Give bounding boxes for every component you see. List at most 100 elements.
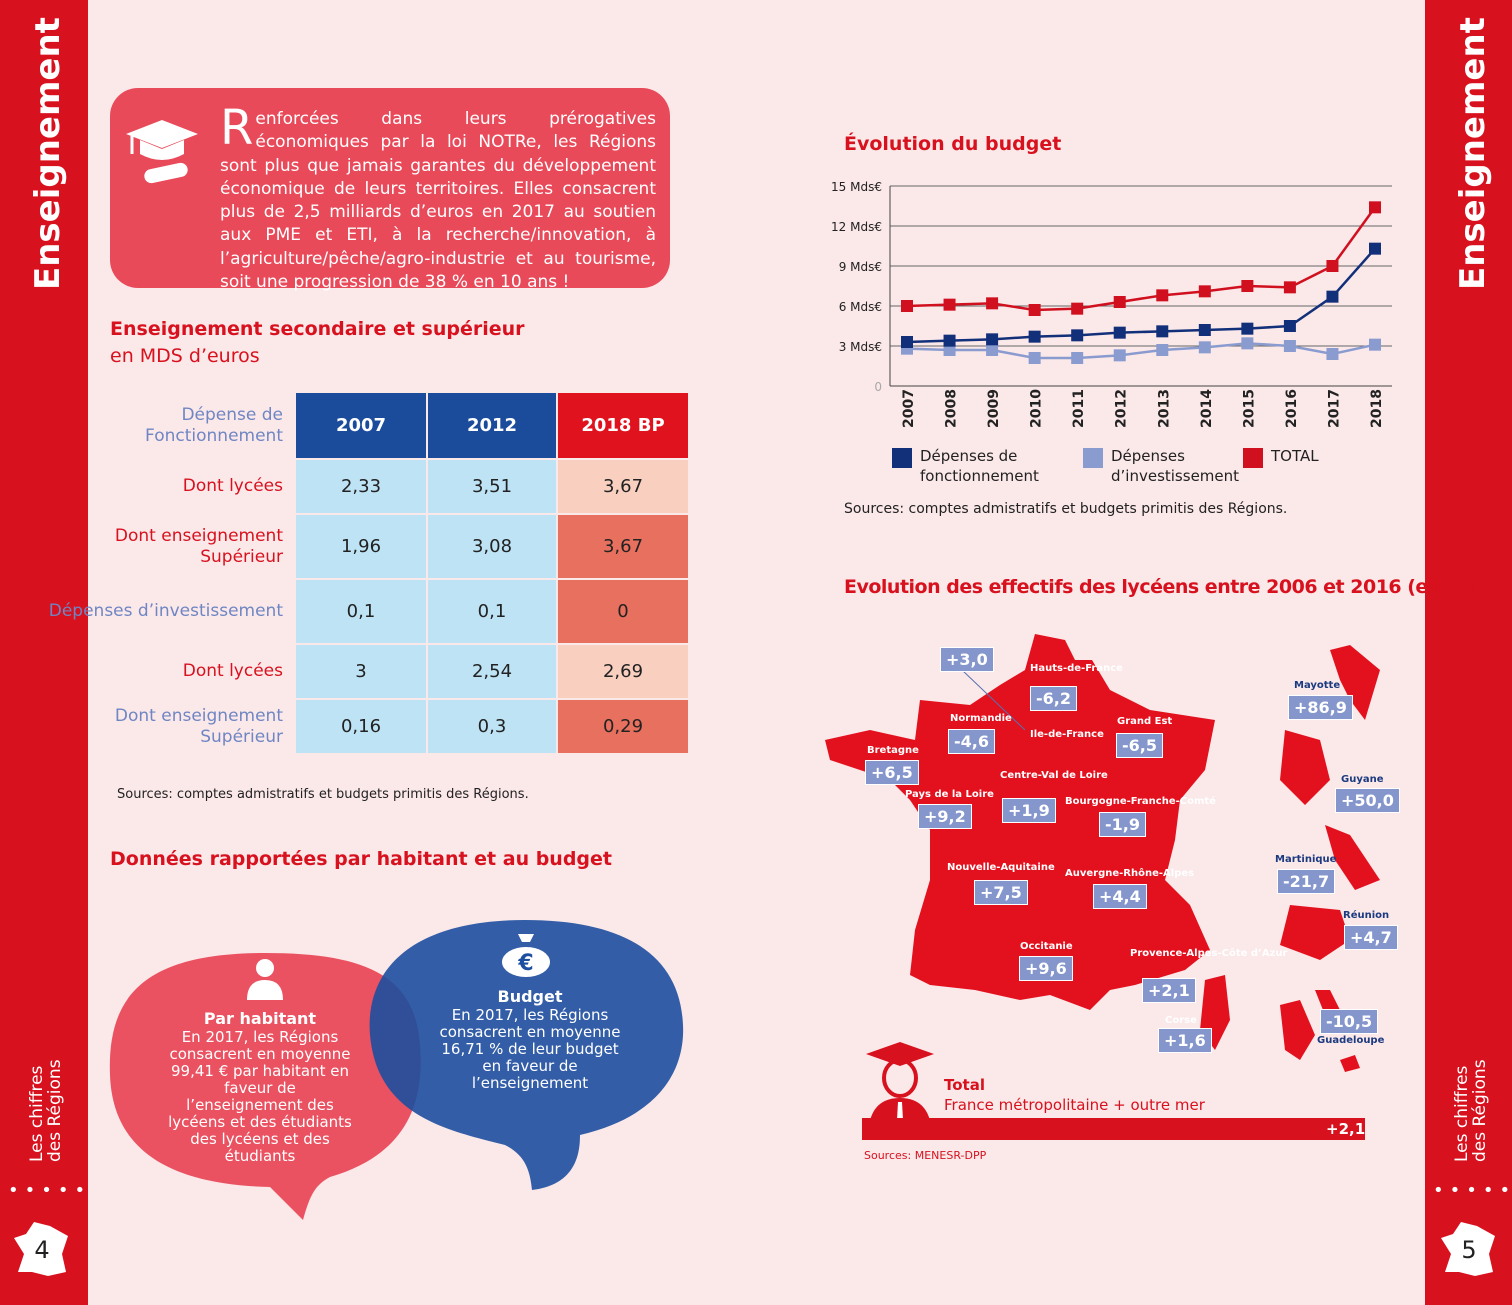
data-point — [901, 300, 913, 312]
x-tick-label: 2009 — [986, 389, 1002, 428]
series-line — [906, 247, 1376, 344]
y-tick-label: 0 — [874, 380, 882, 394]
data-point — [1071, 352, 1084, 364]
data-point — [1113, 296, 1126, 308]
data-point — [1283, 320, 1296, 332]
series-line — [906, 206, 1377, 312]
data-point — [1198, 285, 1211, 298]
data-point — [1198, 341, 1211, 354]
left-side-band: Enseignement Les chiffres des Régions •••… — [0, 0, 88, 1305]
y-tick-label: 3 Mds€ — [839, 340, 882, 354]
x-tick-label: 2017 — [1326, 389, 1342, 428]
region-value: +6,5 — [865, 760, 919, 785]
y-tick-label: 15 Mds€ — [831, 180, 882, 194]
region-value: +9,2 — [918, 804, 972, 829]
y-tick-label: 9 Mds€ — [839, 260, 882, 274]
region-label: Centre-Val de Loire — [1000, 770, 1108, 781]
table-cell: 0,1 — [428, 580, 556, 643]
data-point — [1241, 322, 1254, 335]
legend-total: TOTAL — [1243, 446, 1319, 468]
data-point — [1283, 281, 1296, 294]
region-value: +86,9 — [1288, 695, 1353, 720]
table-cell: 3,51 — [428, 460, 556, 513]
region-value: -10,5 — [1320, 1009, 1379, 1034]
region-label: Pays de la Loire — [905, 789, 994, 800]
data-point — [1028, 330, 1041, 343]
region-label: Corse — [1165, 1015, 1197, 1026]
svg-text:€: € — [517, 951, 533, 976]
table-cell: 0 — [558, 580, 688, 643]
table-cell: 0,29 — [558, 700, 688, 753]
table-header: 2012 — [428, 393, 556, 458]
table-row-label: Dont lycées — [182, 661, 283, 681]
table-cell: 3,67 — [558, 460, 688, 513]
data-point — [1326, 290, 1339, 303]
legend-swatch — [1083, 448, 1103, 468]
table-cell: 1,96 — [296, 515, 426, 578]
total-sub: France métropolitaine + outre mer — [944, 1096, 1205, 1114]
per-habitant-title: Données rapportées par habitant et au bu… — [110, 848, 613, 870]
table-row-label: Dont lycées — [182, 476, 283, 496]
region-value: -4,6 — [948, 729, 995, 754]
x-tick-label: 2014 — [1199, 389, 1215, 428]
chart-title: Évolution du budget — [844, 133, 1062, 155]
region-label: Réunion — [1343, 910, 1390, 921]
total-bar-fill — [862, 1118, 1365, 1140]
region-label: Grand Est — [1117, 716, 1173, 727]
data-point — [1369, 242, 1381, 255]
region-label: Guyane — [1341, 774, 1384, 785]
data-point — [986, 333, 999, 346]
legend-investissement: Dépenses d’investissement — [1083, 446, 1239, 486]
euro-bag-icon: € — [502, 934, 550, 977]
data-point — [1071, 329, 1084, 342]
data-point — [1283, 340, 1296, 352]
data-point — [1369, 201, 1381, 214]
region-label: Normandie — [950, 713, 1012, 724]
data-point — [901, 336, 913, 348]
map-title: Evolution des effectifs des lycéens entr… — [844, 576, 1474, 598]
budget-text: Budget En 2017, les Régions consacrent en… — [439, 987, 621, 1092]
data-point — [943, 298, 956, 311]
series-line — [906, 342, 1376, 360]
x-tick-label: 2015 — [1241, 389, 1257, 428]
region-label: Bretagne — [867, 745, 919, 756]
table-cell: 3,67 — [558, 515, 688, 578]
right-side-band: Enseignement Les chiffres des Régions •••… — [1425, 0, 1512, 1305]
table-cell: 2,33 — [296, 460, 426, 513]
region-label: Martinique — [1275, 854, 1337, 865]
table-cell: 0,3 — [428, 700, 556, 753]
region-value: +3,0 — [940, 647, 994, 672]
total-label: Total — [944, 1076, 985, 1094]
data-point — [1326, 260, 1339, 272]
x-tick-label: 2013 — [1156, 389, 1172, 428]
per-habitant-text: Par habitant En 2017, les Régions consacr… — [168, 1009, 352, 1165]
data-point — [943, 334, 956, 347]
table-header: 2018 BP — [558, 393, 688, 458]
side-subtitle: Les chiffres des Régions — [1452, 1059, 1490, 1162]
legend-swatch — [1243, 448, 1263, 468]
data-point — [986, 297, 999, 310]
data-point — [1156, 325, 1169, 338]
france-icon — [14, 1222, 68, 1276]
region-value: +4,7 — [1344, 925, 1398, 950]
table-cell: 3,08 — [428, 515, 556, 578]
region-label: Provence-Alpes-Côte d’Azur — [1130, 948, 1288, 959]
table-title: Enseignement secondaire et supérieur — [110, 318, 525, 340]
region-label: Occitanie — [1020, 941, 1073, 952]
table-row-label: Dont enseignement Supérieur — [114, 705, 283, 747]
table-row-label: Dépenses d’investissement — [48, 601, 283, 621]
data-point — [1028, 352, 1041, 364]
dots-divider: ••••• — [1433, 1180, 1512, 1201]
region-value: +9,6 — [1019, 956, 1073, 981]
data-point — [1071, 302, 1084, 315]
map-source: Sources: MENESR-DPP — [864, 1149, 987, 1162]
total-value: +2,1 — [1326, 1120, 1366, 1138]
region-value: +1,6 — [1158, 1028, 1212, 1053]
region-label: Hauts-de-France — [1030, 663, 1123, 674]
data-point — [1369, 338, 1381, 351]
table-corner-label: Dépense de Fonctionnement — [145, 404, 283, 446]
region-value: -6,5 — [1116, 733, 1163, 758]
x-tick-label: 2012 — [1114, 389, 1130, 428]
